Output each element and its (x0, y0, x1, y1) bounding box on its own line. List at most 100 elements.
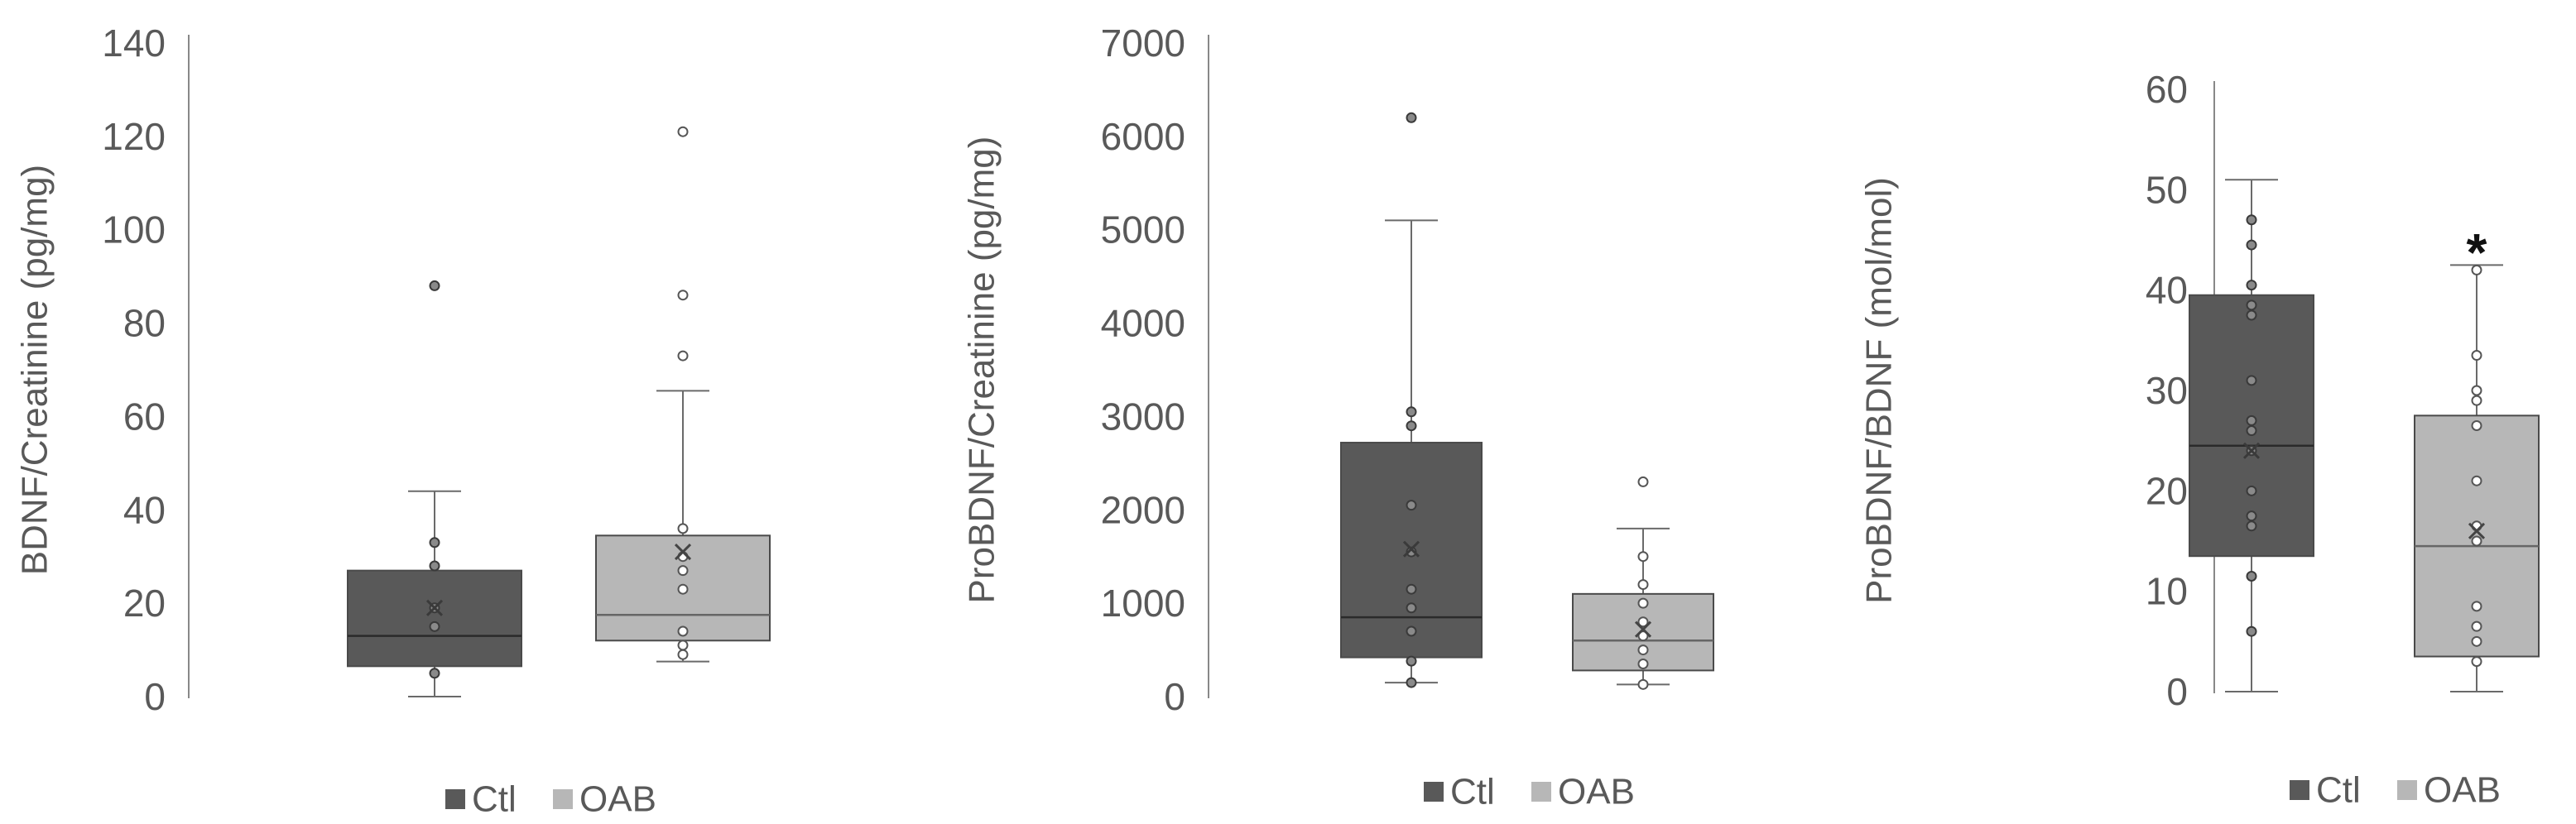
oab-data-point (1637, 597, 1649, 609)
ctl-data-point (429, 280, 440, 291)
oab-data-point (2471, 395, 2482, 406)
ctl-data-point (1406, 583, 1417, 595)
oab-data-point (1637, 476, 1649, 487)
y-tick-label: 80 (123, 302, 166, 345)
panel-bdnf-creatinine: 0 20 40 60 80 100 120 140 BDNF/Creatinine (pg/mg… (15, 22, 771, 820)
oab-data-point (677, 649, 689, 660)
ctl-data-point (1406, 406, 1417, 418)
ctl-data-point (1406, 500, 1417, 511)
oab-data-point (2471, 635, 2482, 647)
y-axis-title: ProBDNF/BDNF (mol/mol) (1859, 177, 1900, 604)
y-tick-label: 30 (2146, 369, 2188, 412)
ctl-data-point (2246, 280, 2257, 291)
oab-data-point (677, 290, 689, 301)
y-axis-title: BDNF/Creatinine (pg/mg) (15, 165, 55, 575)
legend-label-ctl: Ctl (472, 779, 517, 820)
ctl-data-point (1406, 677, 1417, 688)
y-tick-label: 3000 (1101, 395, 1185, 438)
y-tick-label: 1000 (1101, 582, 1185, 625)
ctl-data-point (1406, 602, 1417, 614)
y-tick-label: 40 (2146, 269, 2188, 312)
oab-data-point (677, 523, 689, 534)
oab-data-point (2471, 350, 2482, 362)
y-tick-label: 60 (2146, 68, 2188, 111)
ctl-data-point (429, 537, 440, 549)
panel-probdnf-creatinine: 0 1000 2000 3000 4000 5000 6000 7000 ProBDNF/Cre… (962, 22, 1714, 812)
y-tick-label: 7000 (1101, 22, 1185, 65)
ctl-data-point (2246, 485, 2257, 496)
y-tick-label: 2000 (1101, 488, 1185, 531)
legend-swatch-oab (1531, 782, 1551, 802)
oab-mean-marker (2468, 522, 2486, 539)
y-tick-label: 40 (123, 488, 166, 531)
oab-data-point (677, 350, 689, 362)
y-tick-label: 120 (102, 115, 166, 158)
oab-data-point (677, 565, 689, 577)
ctl-data-point (429, 560, 440, 572)
oab-data-point (2471, 656, 2482, 668)
oab-data-point (2471, 535, 2482, 547)
oab-data-point (2471, 385, 2482, 396)
ctl-mean-marker (1402, 540, 1420, 558)
ctl-data-point (2246, 625, 2257, 637)
oab-data-point (2471, 620, 2482, 632)
y-tick-label: 4000 (1101, 302, 1185, 345)
legend-label-oab: OAB (1558, 772, 1635, 812)
legend-label-ctl: Ctl (2316, 770, 2361, 811)
ctl-box (347, 569, 522, 668)
ctl-data-point (1406, 420, 1417, 432)
ctl-data-point (1406, 112, 1417, 123)
oab-data-point (2471, 475, 2482, 486)
legend-label-oab: OAB (579, 779, 656, 820)
ctl-data-point (2246, 425, 2257, 437)
legend-swatch-oab (553, 789, 573, 809)
ctl-data-point (2246, 309, 2257, 321)
y-tick-label: 20 (123, 582, 166, 625)
oab-data-point (1637, 630, 1649, 642)
ctl-mean-marker (425, 599, 444, 616)
legend-swatch-ctl (2290, 780, 2309, 800)
oab-data-point (2471, 601, 2482, 612)
legend-swatch-ctl (445, 789, 465, 809)
ctl-data-point (1406, 625, 1417, 637)
y-tick-label: 50 (2146, 168, 2188, 211)
ctl-data-point (2246, 375, 2257, 386)
oab-data-point (677, 583, 689, 595)
oab-data-point (2471, 264, 2482, 275)
y-axis-title: ProBDNF/Creatinine (pg/mg) (962, 137, 1002, 604)
oab-data-point (1637, 616, 1649, 628)
panel-probdnf-bdnf-ratio: 0 10 20 30 40 50 60 ProBDNF/BDNF (mol/mol) * Ctl O… (1859, 68, 2540, 811)
ctl-data-point (2246, 510, 2257, 522)
oab-data-point (1637, 678, 1649, 690)
legend-label-oab: OAB (2424, 770, 2501, 811)
ctl-data-point (429, 620, 440, 632)
y-tick-label: 10 (2146, 570, 2188, 613)
ctl-data-point (429, 668, 440, 679)
y-tick-label: 6000 (1101, 115, 1185, 158)
oab-data-point (1637, 579, 1649, 591)
legend-swatch-oab (2397, 780, 2417, 800)
legend-swatch-ctl (1424, 782, 1444, 802)
significance-marker: * (2467, 223, 2487, 282)
oab-mean-marker (1634, 620, 1652, 638)
ctl-data-point (2246, 239, 2257, 251)
oab-data-point (677, 126, 689, 137)
y-tick-label: 20 (2146, 469, 2188, 512)
ctl-data-point (1406, 655, 1417, 667)
y-tick-label: 60 (123, 395, 166, 438)
legend-label-ctl: Ctl (1450, 772, 1495, 812)
ctl-data-point (2246, 414, 2257, 426)
oab-data-point (1637, 551, 1649, 563)
y-tick-label: 140 (102, 22, 166, 65)
oab-data-point (2471, 419, 2482, 431)
ctl-data-point (2246, 299, 2257, 311)
y-tick-label: 5000 (1101, 208, 1185, 252)
ctl-data-point (2246, 570, 2257, 582)
ctl-data-point (2246, 214, 2257, 226)
y-tick-label: 0 (2166, 670, 2188, 713)
oab-mean-marker (674, 544, 692, 561)
ctl-data-point (2246, 520, 2257, 532)
oab-data-point (677, 625, 689, 637)
y-tick-label: 0 (1164, 675, 1185, 718)
